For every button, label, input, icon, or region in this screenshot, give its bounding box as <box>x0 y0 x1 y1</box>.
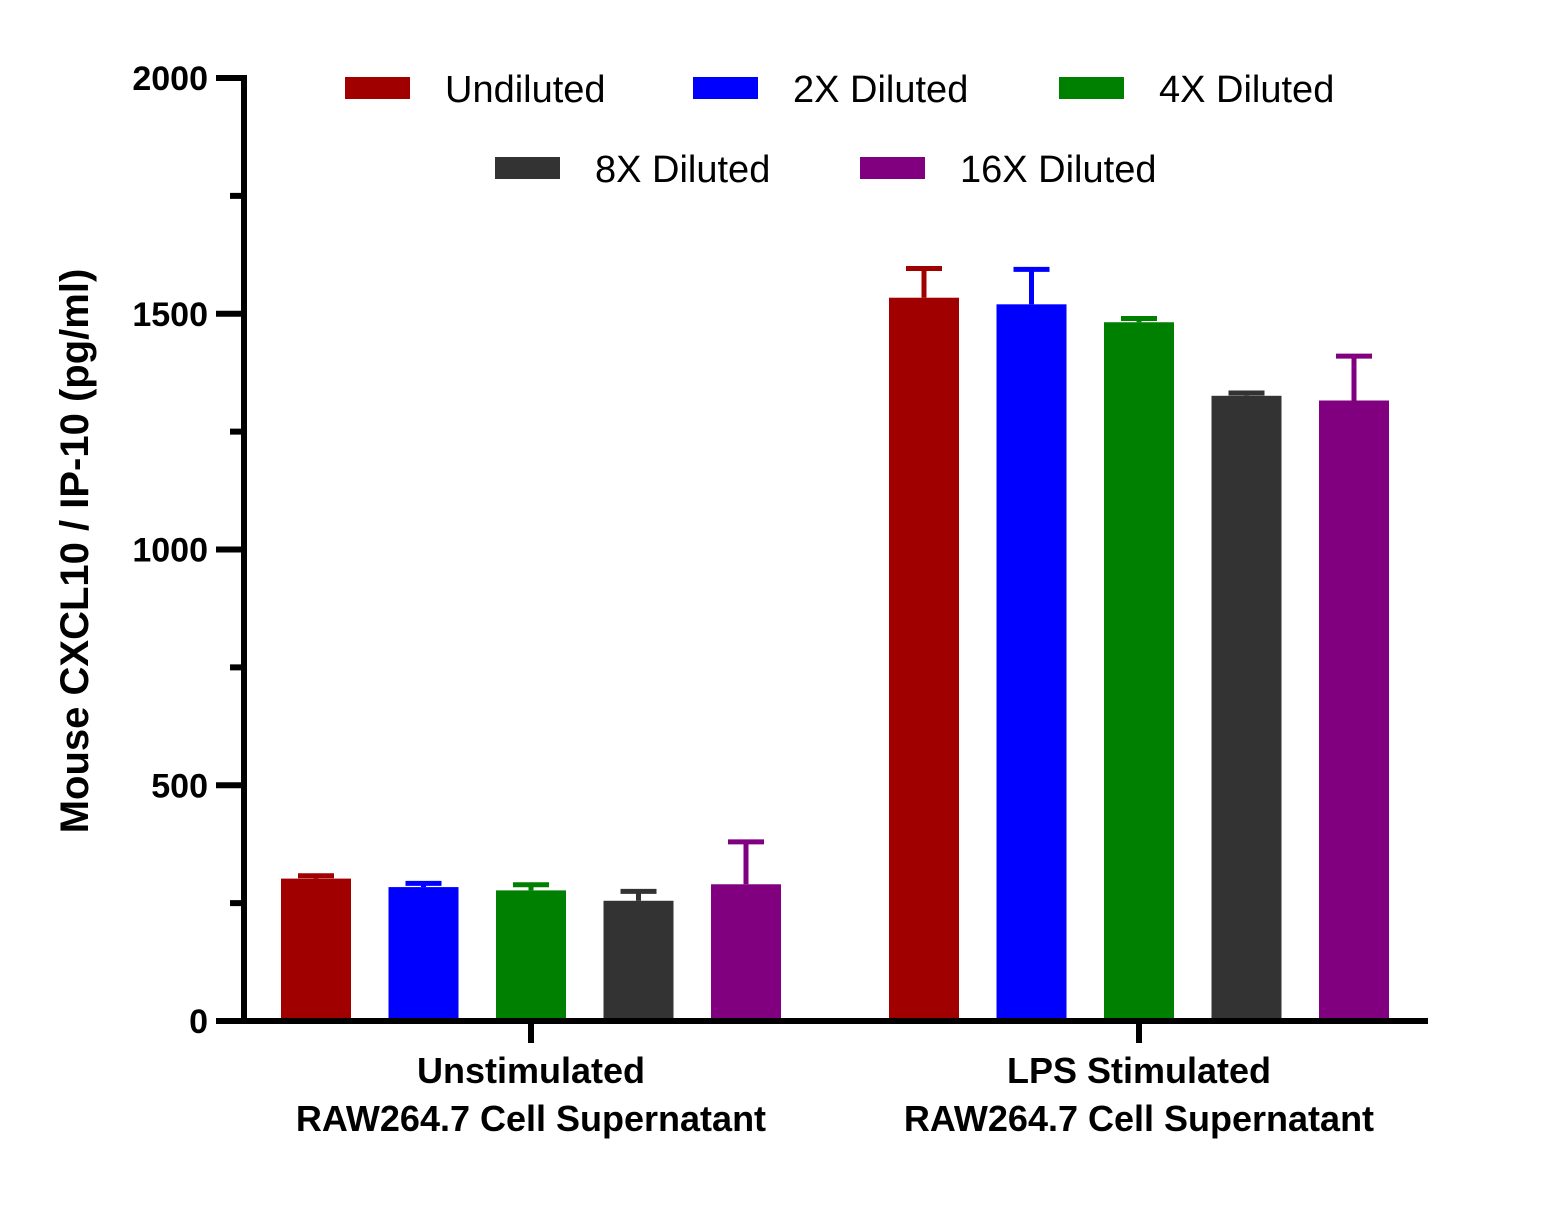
legend-swatch <box>1059 77 1124 99</box>
bar <box>1104 322 1174 1021</box>
legend-label: 8X Diluted <box>595 149 770 191</box>
bar <box>889 297 959 1021</box>
legend-label: 16X Diluted <box>960 149 1156 191</box>
legend-label: Undiluted <box>445 69 606 111</box>
bar <box>711 884 781 1021</box>
y-tick-label: 1500 <box>132 296 208 334</box>
bar <box>281 878 351 1021</box>
x-category-label: RAW264.7 Cell Supernatant <box>296 1098 766 1139</box>
y-tick-label: 1000 <box>132 532 208 570</box>
bar <box>388 887 459 1021</box>
legend-swatch <box>345 77 410 99</box>
legend-swatch <box>495 157 560 179</box>
bar <box>603 900 674 1021</box>
y-axis-title: Mouse CXCL10 / IP-10 (pg/ml) <box>53 269 97 834</box>
legend-label: 4X Diluted <box>1159 69 1334 111</box>
x-category-label: RAW264.7 Cell Supernatant <box>904 1098 1374 1139</box>
legend-swatch <box>860 157 925 179</box>
y-tick-label: 500 <box>151 767 208 805</box>
bar <box>1211 395 1282 1021</box>
y-tick-label: 2000 <box>132 60 208 98</box>
x-category-label: Unstimulated <box>417 1050 645 1091</box>
bar <box>1319 400 1389 1022</box>
plot-area: 0 500 1000 1500 2000 Unstimulated RAW264.7 Cel… <box>132 60 1428 1139</box>
x-category-label: LPS Stimulated <box>1007 1050 1271 1091</box>
bar <box>996 304 1067 1021</box>
legend-swatch <box>693 77 758 99</box>
y-tick-label: 0 <box>189 1003 208 1041</box>
bar <box>496 890 566 1021</box>
legend-label: 2X Diluted <box>793 69 968 111</box>
legend: Undiluted 2X Diluted 4X Diluted 8X Diluted 1… <box>345 69 1334 191</box>
